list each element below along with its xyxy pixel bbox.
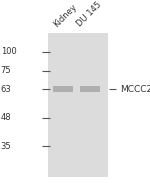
Text: DU 145: DU 145 [75, 0, 104, 29]
Text: 48: 48 [1, 113, 11, 122]
Text: 100: 100 [1, 47, 16, 56]
Bar [53, 86, 73, 92]
Text: 63: 63 [1, 85, 12, 94]
Bar [48, 33, 108, 177]
Text: 35: 35 [1, 142, 11, 151]
Text: MCCC2: MCCC2 [120, 85, 150, 94]
Bar [80, 86, 100, 92]
Text: Kidney: Kidney [51, 2, 78, 29]
Text: 75: 75 [1, 66, 11, 75]
